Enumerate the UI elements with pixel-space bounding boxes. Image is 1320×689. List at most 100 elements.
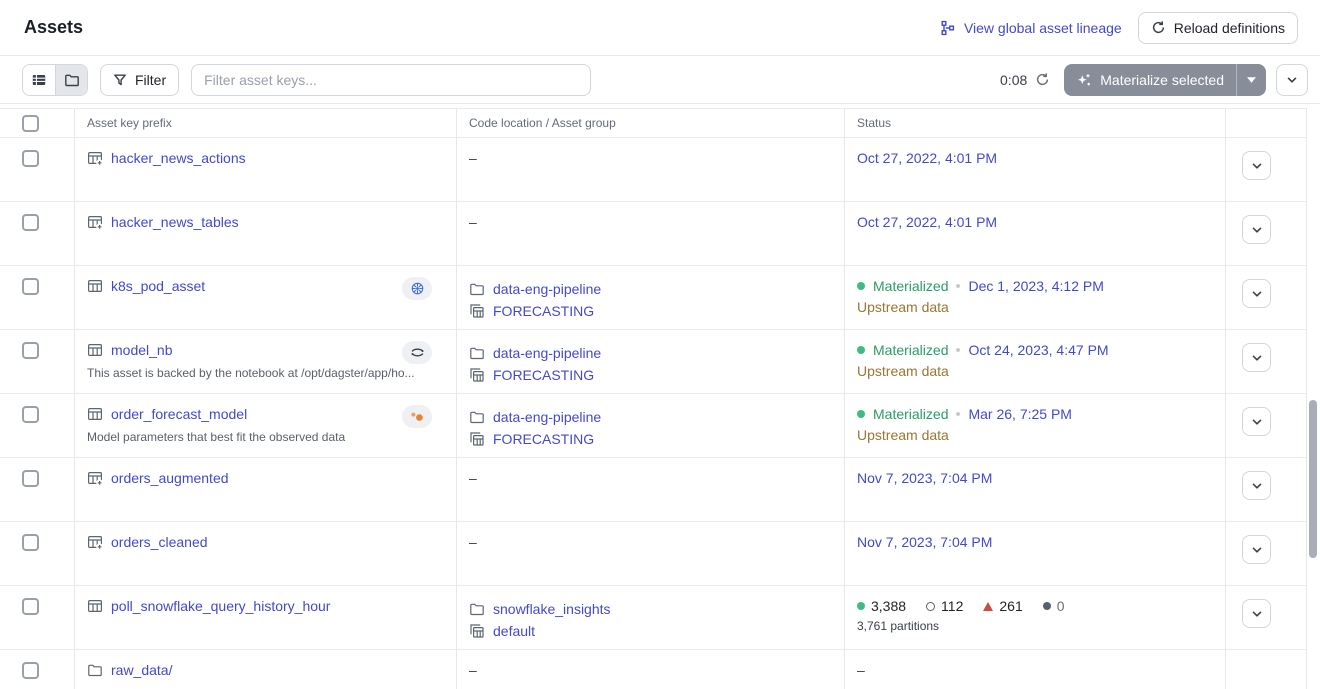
table-row: k8s_pod_asset data-eng-pipeline FORECAST…: [0, 266, 1307, 330]
folder-view-button[interactable]: [55, 64, 87, 95]
row-checkbox[interactable]: [22, 278, 39, 295]
asset-description: Model parameters that best fit the obser…: [87, 430, 346, 444]
location-empty: –: [469, 214, 477, 230]
asset-link[interactable]: model_nb: [111, 342, 173, 358]
chevron-down-icon: [1251, 480, 1263, 492]
assets-toolbar: Filter 0:08 Materialize selected: [0, 56, 1320, 104]
materialization-date-link[interactable]: Dec 1, 2023, 4:12 PM: [968, 278, 1104, 294]
folder-view-icon: [64, 72, 80, 88]
kubernetes-badge: [402, 277, 432, 300]
asset-link[interactable]: raw_data/: [111, 662, 173, 678]
noteable-badge: [402, 341, 432, 364]
chevron-down-icon: [1286, 74, 1298, 86]
missing-partitions-count: 0: [1042, 598, 1065, 614]
table-row: raw_data/ – –: [0, 650, 1307, 689]
kubernetes-icon: [410, 281, 425, 296]
lineage-icon: [940, 20, 956, 36]
asset-link[interactable]: k8s_pod_asset: [111, 278, 206, 294]
asset-group-icon: [469, 367, 485, 383]
flat-view-button[interactable]: [23, 64, 55, 95]
assets-table: Asset key prefix Code location / Asset g…: [0, 108, 1320, 689]
table-plus-icon: [87, 470, 103, 486]
materialization-date-link[interactable]: Nov 7, 2023, 7:04 PM: [857, 470, 993, 486]
row-expand-button[interactable]: [1242, 535, 1271, 564]
view-mode-toggle: [22, 63, 88, 96]
materialization-date-link[interactable]: Nov 7, 2023, 7:04 PM: [857, 534, 993, 550]
row-expand-button[interactable]: [1242, 151, 1271, 180]
row-checkbox[interactable]: [22, 534, 39, 551]
asset-link[interactable]: orders_cleaned: [111, 534, 208, 550]
page-header: Assets View global asset lineage Reload …: [0, 0, 1320, 56]
table-icon: [87, 598, 103, 614]
asset-link[interactable]: hacker_news_actions: [111, 150, 246, 166]
missing-dot: [1042, 602, 1051, 610]
sparkle-icon: [1076, 72, 1092, 88]
row-expand-button[interactable]: [1242, 215, 1271, 244]
refresh-icon[interactable]: [1035, 72, 1050, 87]
materialize-dropdown-caret[interactable]: [1236, 63, 1266, 96]
row-expand-button[interactable]: [1242, 407, 1271, 436]
toolbar-more-button[interactable]: [1276, 63, 1308, 96]
asset-group-link[interactable]: default: [493, 623, 536, 639]
materialized-dot: [857, 602, 865, 610]
filter-funnel-icon: [113, 73, 127, 87]
materialized-dot: [857, 346, 865, 354]
upstream-data-note: Upstream data: [857, 299, 949, 315]
materialization-date-link[interactable]: Oct 27, 2022, 4:01 PM: [857, 150, 998, 166]
materialization-date-link[interactable]: Oct 27, 2022, 4:01 PM: [857, 214, 998, 230]
chevron-down-icon: [1251, 288, 1263, 300]
vertical-scrollbar[interactable]: [1309, 400, 1317, 558]
chevron-down-icon: [1251, 608, 1263, 620]
status-empty: –: [857, 662, 865, 678]
code-location-link[interactable]: data-eng-pipeline: [493, 409, 602, 425]
column-header-asset-key: Asset key prefix: [75, 109, 457, 137]
asset-group-link[interactable]: FORECASTING: [493, 303, 595, 319]
folder-icon: [469, 601, 485, 617]
row-checkbox[interactable]: [22, 150, 39, 167]
table-plus-icon: [87, 534, 103, 550]
select-all-checkbox[interactable]: [22, 114, 39, 132]
asset-group-link[interactable]: FORECASTING: [493, 431, 595, 447]
table-row: orders_augmented – Nov 7, 2023, 7:04 PM: [0, 458, 1307, 522]
chevron-down-icon: [1251, 544, 1263, 556]
row-checkbox[interactable]: [22, 406, 39, 423]
materialization-date-link[interactable]: Mar 26, 7:25 PM: [968, 406, 1072, 422]
row-checkbox[interactable]: [22, 598, 39, 615]
row-checkbox[interactable]: [22, 342, 39, 359]
asset-filter-input[interactable]: [191, 63, 592, 96]
asset-link[interactable]: hacker_news_tables: [111, 214, 239, 230]
reload-definitions-button[interactable]: Reload definitions: [1137, 11, 1298, 44]
materialized-label: Materialized: [873, 278, 949, 294]
location-empty: –: [469, 470, 477, 486]
upstream-data-note: Upstream data: [857, 427, 949, 443]
list-view-icon: [31, 72, 47, 88]
row-checkbox[interactable]: [22, 662, 39, 679]
table-icon: [87, 406, 103, 422]
asset-link[interactable]: poll_snowflake_query_history_hour: [111, 598, 331, 614]
code-location-link[interactable]: data-eng-pipeline: [493, 345, 602, 361]
code-location-link[interactable]: data-eng-pipeline: [493, 281, 602, 297]
noteable-icon: [410, 346, 425, 359]
upstream-data-note: Upstream data: [857, 363, 949, 379]
asset-group-link[interactable]: FORECASTING: [493, 367, 595, 383]
row-checkbox[interactable]: [22, 214, 39, 231]
row-expand-button[interactable]: [1242, 279, 1271, 308]
materialize-selected-button[interactable]: Materialize selected: [1064, 63, 1266, 96]
view-global-asset-lineage-link[interactable]: View global asset lineage: [940, 20, 1122, 36]
asset-link[interactable]: order_forecast_model: [111, 406, 248, 422]
partitions-note: 3,761 partitions: [857, 619, 940, 633]
asset-description: This asset is backed by the notebook at …: [87, 366, 415, 380]
separator-dot: [956, 284, 961, 288]
code-location-link[interactable]: snowflake_insights: [493, 601, 611, 617]
row-checkbox[interactable]: [22, 470, 39, 487]
asset-group-icon: [469, 303, 485, 319]
row-expand-button[interactable]: [1242, 343, 1271, 372]
row-expand-button[interactable]: [1242, 471, 1271, 500]
location-empty: –: [469, 534, 477, 550]
folder-icon: [469, 345, 485, 361]
asset-link[interactable]: orders_augmented: [111, 470, 229, 486]
materialization-date-link[interactable]: Oct 24, 2023, 4:47 PM: [968, 342, 1109, 358]
folder-icon: [469, 281, 485, 297]
row-expand-button[interactable]: [1242, 599, 1271, 628]
filter-button[interactable]: Filter: [100, 63, 180, 96]
